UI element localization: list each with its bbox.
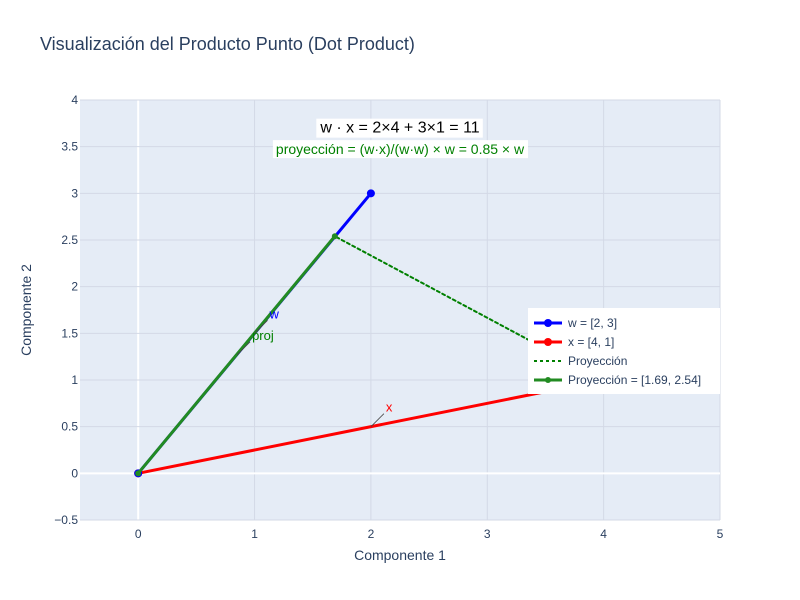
y-tick-label: 4 <box>71 93 78 107</box>
x-tick-label: 3 <box>484 527 491 541</box>
annotation-label: w <box>269 306 280 321</box>
annotation-arrow <box>254 320 268 334</box>
series-point <box>331 233 338 240</box>
y-tick-label: 0.5 <box>61 420 78 434</box>
y-tick-label: 2.5 <box>61 233 78 247</box>
series-point <box>366 189 375 198</box>
annotation-label: proj <box>252 328 274 343</box>
series-line <box>136 378 606 475</box>
x-tick-label: 5 <box>717 527 724 541</box>
annotations: w · x = 2×4 + 3×1 = 11 proyección = (w·x)… <box>236 118 528 427</box>
y-axis-title: Componente 2 <box>18 264 34 356</box>
y-tick-label: 3 <box>71 186 78 200</box>
series-point <box>135 470 142 477</box>
y-tick-label: −0.5 <box>54 513 78 527</box>
tick-labels: 0 1 2 3 4 5 −0.5 0 0.5 1 1.5 2 2.5 3 3.5 4 <box>54 93 723 541</box>
x-tick-label: 0 <box>135 527 142 541</box>
legend-label: w = [2, 3] <box>567 316 617 330</box>
annotation-text: w · x = 2×4 + 3×1 = 11 <box>319 120 479 137</box>
legend-label: Proyección <box>568 354 627 368</box>
legend-label: Proyección = [1.69, 2.54] <box>568 373 701 387</box>
chart-title: Visualización del Producto Punto (Dot Pr… <box>40 34 415 54</box>
annotation-background <box>316 118 483 138</box>
series-layer <box>134 189 608 478</box>
y-tick-label: 2 <box>71 280 78 294</box>
x-tick-label: 2 <box>368 527 375 541</box>
x-tick-label: 1 <box>251 527 258 541</box>
annotation-label: x <box>386 400 393 415</box>
legend[interactable]: w = [2, 3] x = [4, 1] Proyección Proyección… <box>528 308 720 394</box>
y-tick-label: 1 <box>71 373 78 387</box>
y-tick-label: 1.5 <box>61 326 78 340</box>
legend-label: x = [4, 1] <box>568 335 614 349</box>
series-line <box>136 234 337 475</box>
legend-marker <box>545 377 551 383</box>
annotation-text: proyección = (w·x)/(w·w) × w = 0.85 × w <box>276 141 525 157</box>
legend-marker <box>544 319 552 327</box>
legend-marker <box>544 338 552 346</box>
annotation-arrow <box>236 341 251 356</box>
y-tick-label: 0 <box>71 466 78 480</box>
annotation-arrow <box>370 413 385 427</box>
x-axis-title: Componente 1 <box>354 547 446 563</box>
y-tick-label: 3.5 <box>61 140 78 154</box>
x-tick-label: 4 <box>600 527 607 541</box>
annotation-background <box>272 140 528 159</box>
